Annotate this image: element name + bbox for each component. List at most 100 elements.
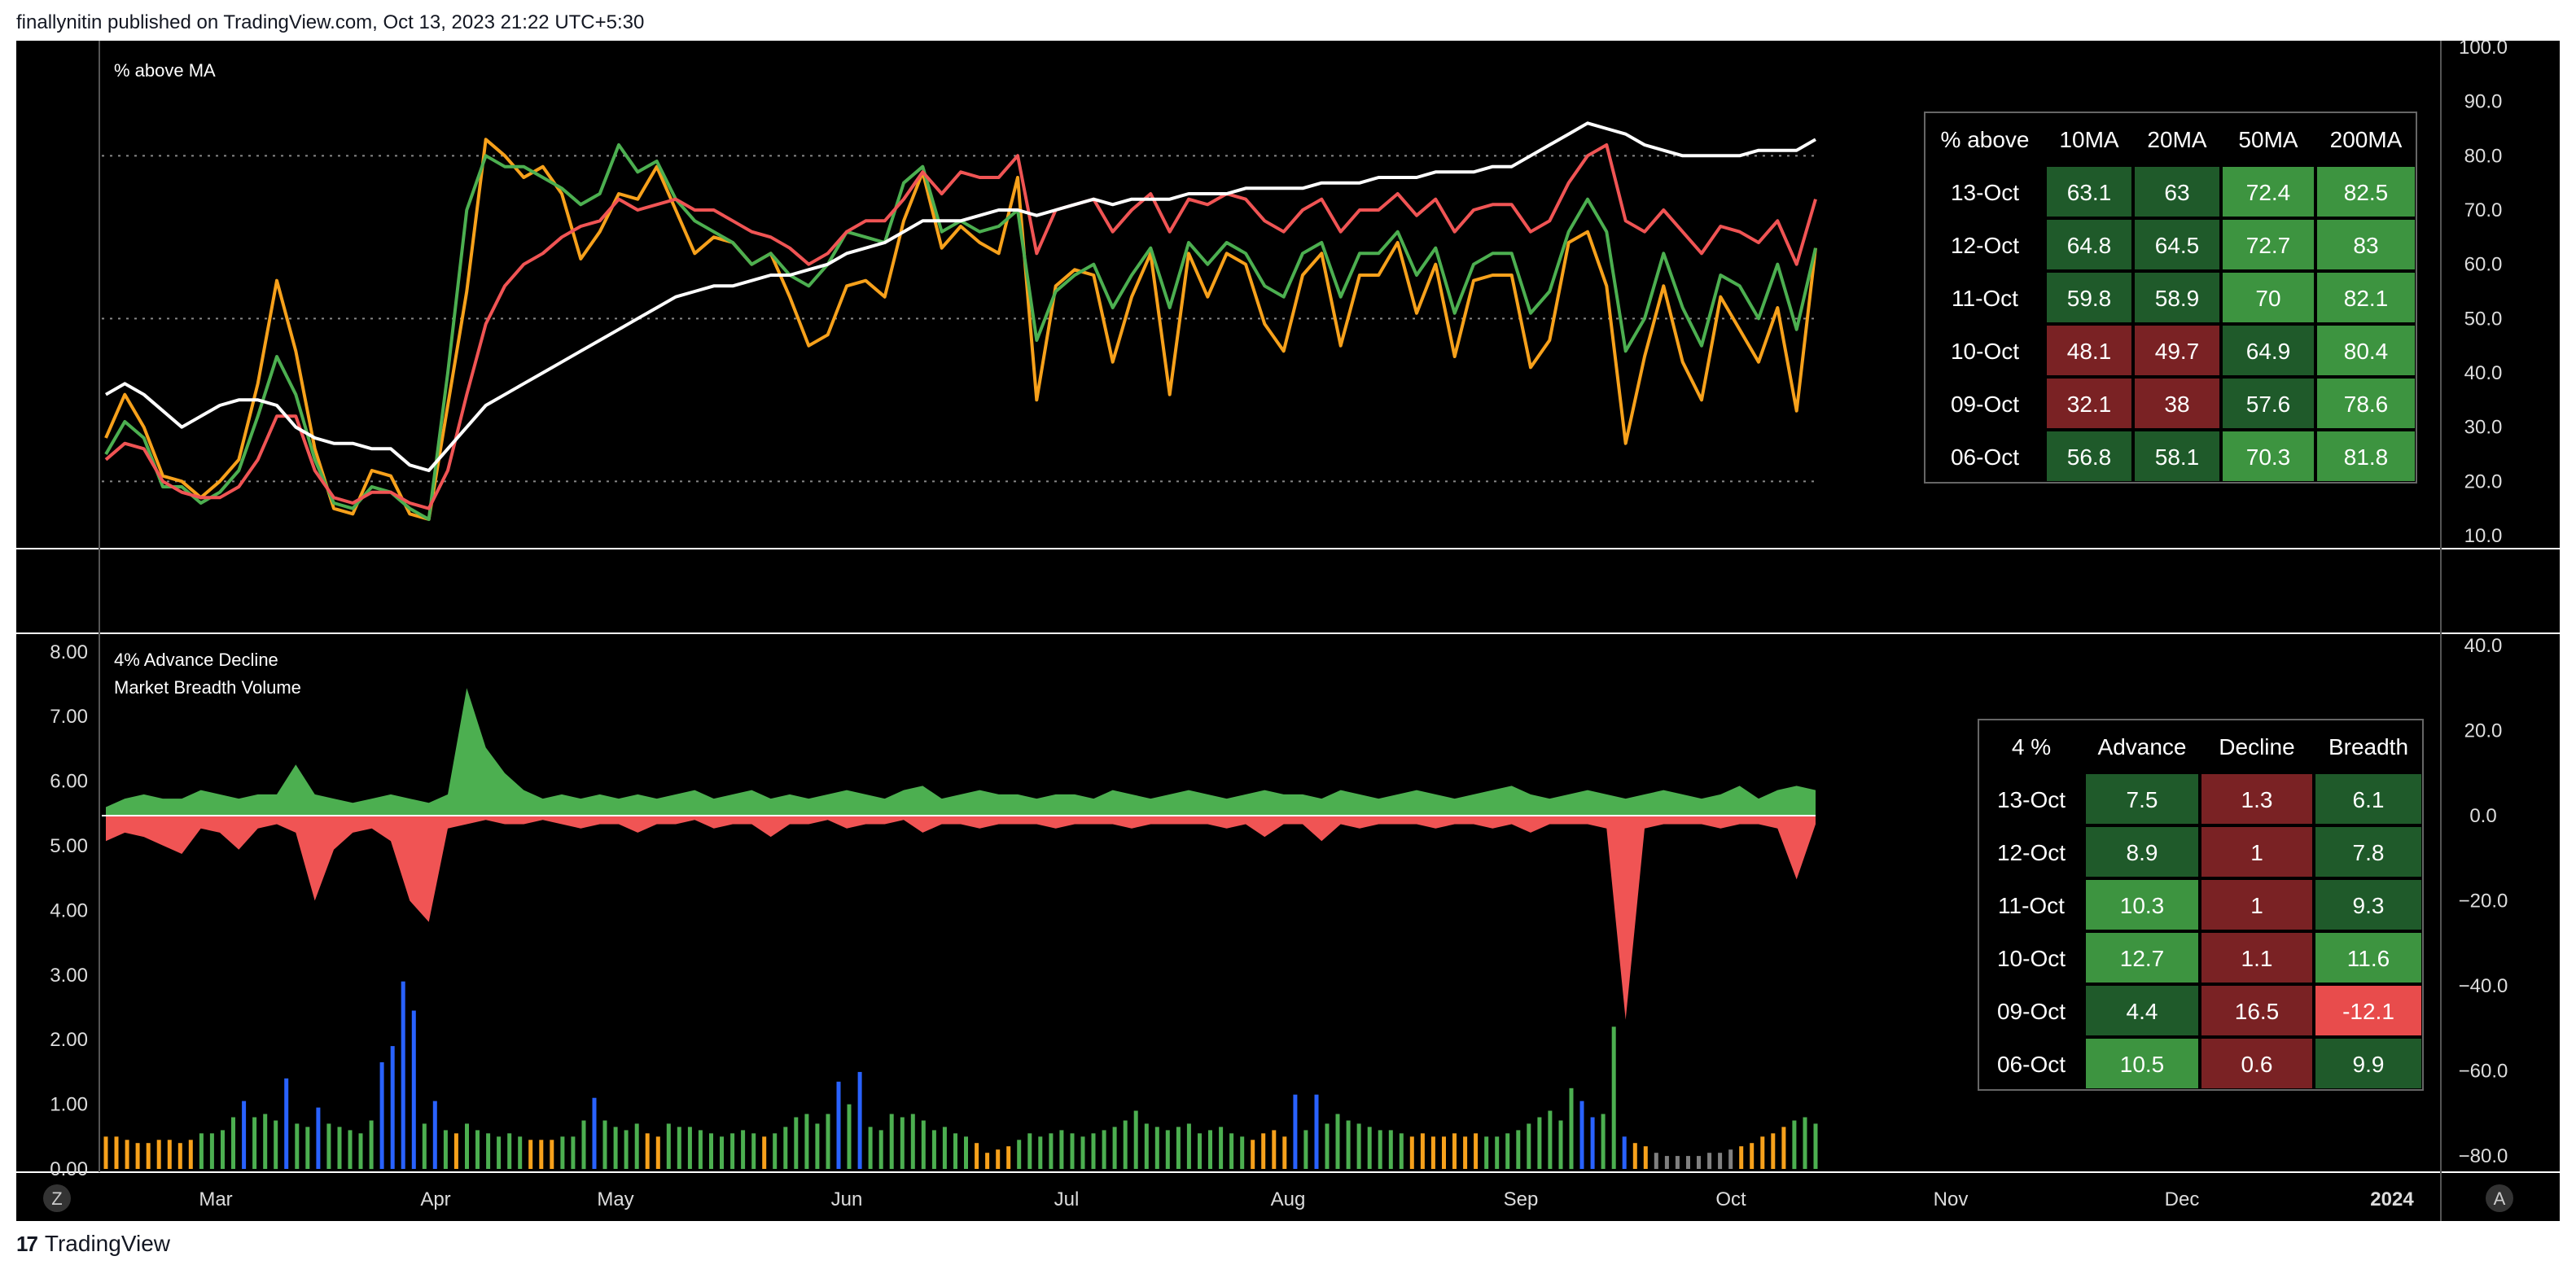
volume-bar bbox=[1176, 1127, 1181, 1169]
volume-bar bbox=[199, 1133, 204, 1169]
table-cell bbox=[2317, 273, 2415, 322]
y-tick-label-right: 40.0 bbox=[2464, 635, 2503, 657]
y-tick-label-left: 8.00 bbox=[50, 641, 88, 663]
volume-bar bbox=[1017, 1140, 1022, 1169]
table-row-date: 10-Oct bbox=[1951, 339, 2019, 364]
time-axis: Mar Apr May Jun Jul Aug Sep Oct Nov Dec 2024 Z A bbox=[43, 1184, 2513, 1212]
volume-bar bbox=[677, 1127, 681, 1169]
x-tick-label: 2024 bbox=[2370, 1188, 2414, 1210]
table-cell-value: 81.8 bbox=[2344, 444, 2389, 470]
volume-bar bbox=[1611, 1026, 1616, 1169]
table-cell-value: 64.8 bbox=[2067, 233, 2112, 258]
volume-bar bbox=[1750, 1143, 1755, 1169]
x-tick-label: Oct bbox=[1715, 1188, 1746, 1210]
volume-bar bbox=[379, 1062, 384, 1169]
y-tick-label: 20.0 bbox=[2464, 470, 2503, 492]
tradingview-logo-icon: 17 bbox=[16, 1231, 38, 1256]
table-cell-value: 72.4 bbox=[2246, 180, 2291, 205]
table-cell bbox=[2086, 827, 2198, 877]
volume-bar bbox=[1251, 1140, 1255, 1169]
table-cell bbox=[2317, 220, 2415, 269]
auto-scale-a-button[interactable]: A bbox=[2486, 1184, 2513, 1212]
table-row-date: 11-Oct bbox=[1998, 893, 2065, 918]
table-cell bbox=[2201, 774, 2312, 824]
volume-bar bbox=[1527, 1123, 1531, 1169]
table-row-date: 12-Oct bbox=[1997, 840, 2066, 865]
volume-bar bbox=[720, 1136, 724, 1169]
table-cell-value: 83 bbox=[2353, 233, 2378, 258]
volume-bar bbox=[1165, 1130, 1170, 1169]
volume-bar bbox=[794, 1117, 799, 1169]
table-cell-value: 82.1 bbox=[2344, 286, 2389, 311]
volume-bar bbox=[560, 1136, 565, 1169]
volume-bar bbox=[666, 1123, 671, 1169]
table-cell bbox=[2315, 827, 2421, 877]
volume-bar bbox=[1707, 1153, 1712, 1170]
chart-canvas: % above MA 100.0 90.0 80.0 70.0 60.0 50.0 40.0 3… bbox=[16, 37, 2560, 1221]
table-header: Advance bbox=[2098, 734, 2187, 759]
table-cell bbox=[2047, 326, 2131, 375]
volume-bar bbox=[602, 1120, 607, 1170]
volume-bar bbox=[1495, 1136, 1500, 1169]
table-cell-value: 7.8 bbox=[2353, 840, 2385, 865]
volume-bar bbox=[1070, 1133, 1075, 1169]
table-row-date: 06-Oct bbox=[1951, 444, 2019, 470]
volume-bar bbox=[655, 1136, 660, 1169]
volume-bar bbox=[942, 1127, 947, 1169]
volume-bar bbox=[996, 1149, 1001, 1169]
volume-bar bbox=[1813, 1123, 1818, 1169]
volume-bar bbox=[486, 1133, 491, 1169]
volume-bar bbox=[709, 1133, 713, 1169]
volume-bar bbox=[305, 1127, 310, 1169]
table-cell bbox=[2201, 880, 2312, 930]
volume-bar bbox=[1388, 1130, 1393, 1169]
table-cell bbox=[2223, 379, 2314, 428]
table-row-date: 11-Oct bbox=[1952, 286, 2018, 311]
volume-bar bbox=[497, 1136, 502, 1169]
volume-bar bbox=[1442, 1136, 1446, 1169]
table-cell-value: 7.5 bbox=[2127, 787, 2158, 812]
volume-bar bbox=[634, 1123, 639, 1169]
table-cell bbox=[2135, 273, 2219, 322]
volume-bar bbox=[1059, 1130, 1064, 1169]
table-cell bbox=[2315, 1039, 2421, 1088]
volume-bar bbox=[1325, 1123, 1330, 1169]
advance-decline-panel: 4% Advance Decline Market Breadth Volume 4… bbox=[50, 635, 2508, 1180]
volume-bar bbox=[1569, 1088, 1574, 1170]
volume-bar bbox=[931, 1130, 936, 1169]
table-cell-value: 10.3 bbox=[2120, 893, 2165, 918]
table-cell bbox=[2317, 167, 2415, 217]
table-cell-value: 49.7 bbox=[2155, 339, 2200, 364]
volume-bar bbox=[539, 1140, 544, 1169]
volume-bar bbox=[1409, 1136, 1414, 1169]
volume-bar bbox=[188, 1140, 193, 1169]
volume-bar bbox=[1080, 1136, 1085, 1169]
table-cell bbox=[2135, 220, 2219, 269]
volume-bar bbox=[1420, 1133, 1425, 1169]
volume-bar bbox=[263, 1114, 268, 1169]
volume-bar bbox=[432, 1101, 437, 1169]
volume-bar bbox=[1675, 1156, 1680, 1169]
table-row-date: 09-Oct bbox=[1997, 999, 2066, 1024]
y-tick-label: 70.0 bbox=[2464, 199, 2503, 221]
y-tick-label: 40.0 bbox=[2464, 362, 2503, 384]
table-row-date: 13-Oct bbox=[1951, 180, 2019, 205]
table-cell bbox=[2135, 167, 2219, 217]
y-tick-label: 100.0 bbox=[2459, 37, 2508, 59]
volume-bar bbox=[1282, 1136, 1287, 1169]
volume-bar bbox=[1558, 1120, 1563, 1170]
volume-bar bbox=[465, 1123, 469, 1169]
volume-bar bbox=[518, 1136, 523, 1169]
y-tick-label-left: 2.00 bbox=[50, 1029, 88, 1051]
volume-bar bbox=[1664, 1156, 1669, 1169]
volume-bar bbox=[1601, 1114, 1606, 1169]
volume-bar bbox=[1803, 1117, 1807, 1169]
table-cell bbox=[2135, 431, 2219, 481]
volume-bar bbox=[985, 1153, 990, 1170]
table-cell-value: 48.1 bbox=[2067, 339, 2112, 364]
table-cell-value: 78.6 bbox=[2344, 392, 2389, 417]
svg-text:A: A bbox=[2494, 1188, 2506, 1209]
volume-bar bbox=[1399, 1133, 1404, 1169]
volume-bar bbox=[1632, 1143, 1637, 1169]
auto-scale-z-button[interactable]: Z bbox=[43, 1184, 71, 1212]
